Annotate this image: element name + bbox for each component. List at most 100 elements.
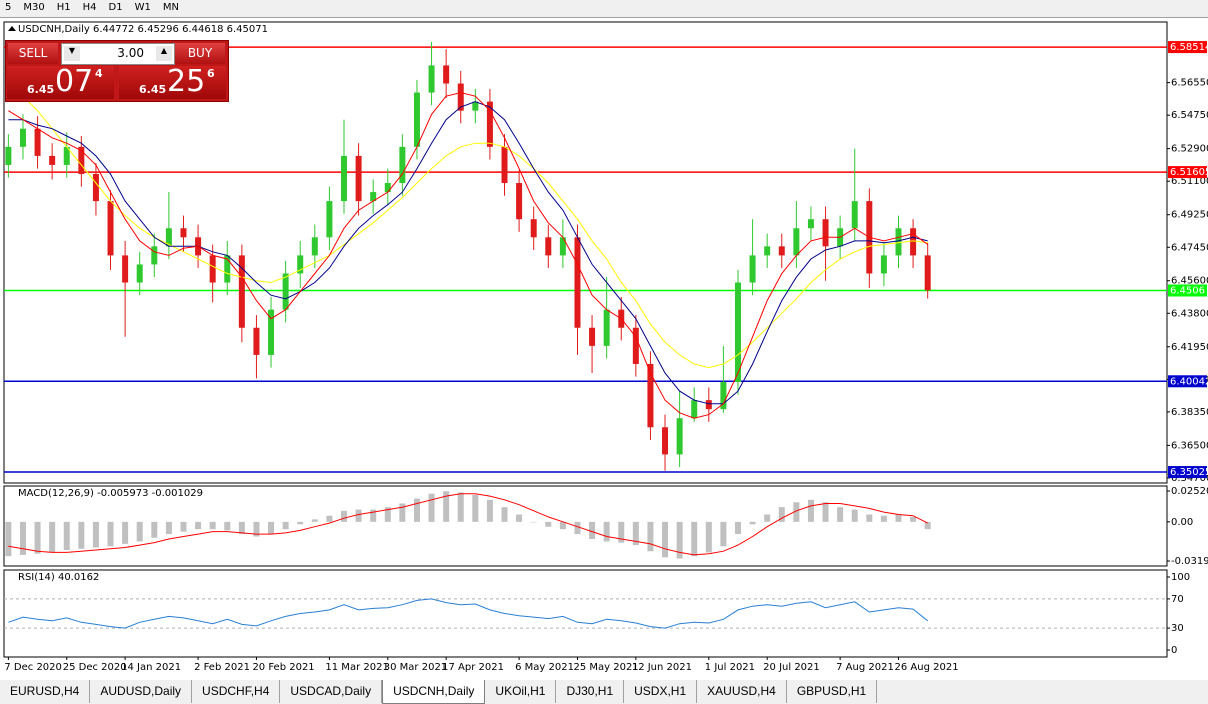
- y-tick-label: 6.56550: [1171, 78, 1208, 89]
- candle-body: [78, 146, 85, 174]
- volume-value: 3.00: [117, 46, 144, 60]
- y-tick-label: 6.54750: [1171, 110, 1208, 121]
- candle-body: [895, 228, 902, 256]
- panel-title: RSI(14) 40.0162: [18, 572, 99, 583]
- timeframe-button[interactable]: H1: [56, 2, 71, 13]
- candle-body: [603, 309, 610, 346]
- x-tick-label: 26 Aug 2021: [895, 662, 959, 673]
- timeframe-button[interactable]: D1: [108, 2, 123, 13]
- histogram-bar: [691, 521, 698, 557]
- histogram-bar: [910, 516, 917, 522]
- y-tick-label: -0.031994: [1171, 556, 1208, 567]
- chart-tab[interactable]: UKOil,H1: [485, 680, 557, 703]
- panel-frame: [3, 21, 1168, 484]
- histogram-bar: [895, 514, 902, 522]
- y-tick-label: 6.43800: [1171, 308, 1208, 319]
- candle-body: [19, 128, 26, 147]
- histogram-bar: [501, 507, 508, 522]
- panel-frame: [3, 485, 1168, 567]
- candle-body: [282, 273, 289, 310]
- sell-price[interactable]: 6.45 07 4: [7, 64, 114, 99]
- chart-tab[interactable]: USDX,H1: [624, 680, 698, 703]
- x-tick-label: 20 Feb 2021: [252, 662, 314, 673]
- candle-body: [107, 201, 114, 256]
- histogram-bar: [384, 507, 391, 522]
- price-big: 6.45: [139, 83, 167, 96]
- candle-body: [399, 146, 406, 184]
- chart-tab[interactable]: EURUSD,H4: [0, 680, 91, 703]
- candle-body: [457, 83, 464, 111]
- histogram-bar: [807, 499, 814, 522]
- histogram-bar: [165, 521, 172, 535]
- histogram-bar: [180, 521, 187, 532]
- histogram-bar: [574, 521, 581, 535]
- candle-body: [428, 65, 435, 93]
- timeframe-button[interactable]: W1: [134, 2, 151, 13]
- chart-tab[interactable]: XAUUSD,H4: [697, 680, 787, 703]
- histogram-bar: [662, 521, 669, 558]
- timeframe-button[interactable]: M30: [23, 2, 45, 13]
- level-tag: [1168, 284, 1207, 297]
- x-tick-label: 11 Mar 2021: [325, 662, 388, 673]
- chart-background: [0, 18, 1208, 680]
- candle-body: [545, 237, 552, 256]
- chart-tab[interactable]: USDCAD,Daily: [280, 680, 383, 703]
- histogram-bar: [486, 499, 493, 522]
- y-tick-label: 6.49250: [1171, 210, 1208, 221]
- timeframe-button[interactable]: H4: [82, 2, 97, 13]
- panel-title: USDCNH,Daily 6.44772 6.45296 6.44618 6.4…: [18, 24, 268, 35]
- histogram-bar: [238, 521, 245, 535]
- y-tick-label: 6.41950: [1171, 342, 1208, 353]
- timeframe-button[interactable]: 5: [5, 2, 12, 13]
- panel: MACD(12,26,9) -0.005973 -0.001029 0.0252 0…: [3, 485, 1208, 567]
- histogram-bar: [92, 521, 99, 548]
- rsi-line: [8, 598, 929, 629]
- candle-body: [501, 146, 508, 184]
- histogram-bar: [268, 521, 275, 535]
- histogram-bar: [720, 521, 727, 547]
- histogram-bar: [5, 521, 12, 557]
- increase[interactable]: ▲: [156, 46, 172, 61]
- histogram-bar: [78, 521, 85, 549]
- decrease[interactable]: ▼: [64, 46, 80, 61]
- histogram-bar: [603, 521, 610, 542]
- chart-tab[interactable]: USDCNH,Daily: [382, 680, 486, 704]
- histogram-bar: [253, 521, 260, 537]
- candle-body: [92, 173, 99, 202]
- histogram-bar: [764, 514, 771, 522]
- x-tick-label: 17 Apr 2021: [442, 662, 504, 673]
- level-tag: [1168, 375, 1207, 388]
- y-tick-label: 30: [1171, 623, 1184, 634]
- x-tick-label: 25 May 2021: [573, 662, 638, 673]
- buy-price[interactable]: 6.45 25 6: [119, 64, 226, 99]
- buy-button[interactable]: BUY: [175, 43, 225, 64]
- histogram-bar: [516, 514, 523, 522]
- candle-body: [924, 255, 931, 291]
- histogram-bar: [924, 521, 931, 530]
- candle-body: [122, 255, 129, 283]
- histogram-bar: [34, 521, 41, 554]
- candle-body: [209, 255, 216, 283]
- x-tick-label: 7 Dec 2020: [4, 662, 62, 673]
- histogram-bar: [107, 521, 114, 547]
- chart-tab[interactable]: USDCHF,H4: [192, 680, 281, 703]
- chart-tab[interactable]: DJ30,H1: [556, 680, 625, 703]
- candle-body: [180, 228, 187, 238]
- chart-tab[interactable]: AUDUSD,Daily: [90, 680, 193, 703]
- candle-body: [793, 228, 800, 256]
- histogram-bar: [297, 521, 304, 525]
- histogram-bar: [457, 492, 464, 522]
- chart-tab[interactable]: GBPUSD,H1: [787, 680, 878, 703]
- candle-body: [691, 400, 698, 419]
- candle-body: [63, 146, 70, 165]
- histogram-bar: [851, 509, 858, 522]
- histogram-bar: [209, 521, 216, 530]
- histogram-bar: [428, 493, 435, 522]
- histogram-bar: [618, 521, 625, 543]
- level-tag: [1168, 466, 1207, 479]
- volume-field[interactable]: ▼ 3.00 ▲: [61, 43, 175, 65]
- timeframe-button[interactable]: MN: [162, 2, 179, 13]
- panel-frame: [3, 569, 1168, 658]
- sell-button[interactable]: SELL: [8, 43, 58, 64]
